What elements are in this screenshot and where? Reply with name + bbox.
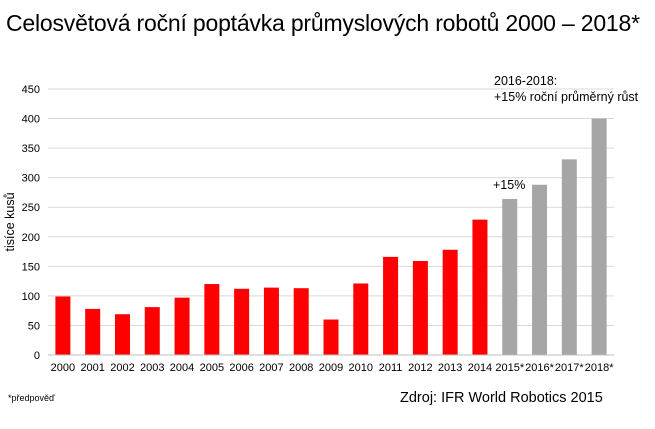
bar-2000 [55, 296, 71, 355]
bar-2010 [353, 283, 369, 355]
x-tick-label: 2006 [229, 362, 253, 374]
bar-2015-forecast [502, 198, 518, 355]
bar-2014 [472, 219, 488, 355]
bar-2002 [114, 314, 130, 355]
x-tick-label: 2015* [495, 362, 524, 374]
growth-annotation-line-2: +15% roční průměrný růst [494, 90, 639, 104]
x-tick-label: 2013 [438, 362, 462, 374]
growth-2015-annotation: +15% [493, 178, 526, 192]
bar-2001 [85, 308, 101, 355]
x-tick-label: 2005 [200, 362, 224, 374]
x-tick-label: 2014 [468, 362, 492, 374]
gridlines [48, 88, 614, 326]
bar-2017-forecast [561, 159, 577, 355]
bars [55, 118, 607, 355]
chart-title: Celosvětová roční poptávka průmyslových … [6, 10, 640, 36]
x-tick-label: 2004 [170, 362, 194, 374]
x-tick-label: 2012 [408, 362, 432, 374]
x-tick-label: 2003 [140, 362, 164, 374]
bar-2003 [144, 307, 160, 355]
y-tick-label: 150 [22, 261, 40, 273]
y-tick-label: 200 [22, 232, 40, 244]
bar-2011 [383, 256, 399, 355]
bar-2012 [412, 261, 428, 355]
bar-2013 [442, 249, 458, 355]
bar-2004 [174, 297, 190, 355]
y-tick-label: 400 [22, 114, 40, 126]
x-tick-label: 2011 [379, 362, 403, 374]
y-tick-label: 250 [22, 202, 40, 214]
x-tick-label: 2001 [80, 362, 104, 374]
x-tick-labels: 2000 2001 2002 2003 2004 2005 2006 2007 2008 2009… [51, 362, 615, 374]
y-tick-label: 300 [22, 173, 40, 185]
y-tick-label: 0 [34, 350, 40, 362]
y-axis-label: tisíce kusů [3, 192, 17, 251]
source-credit: Zdroj: IFR World Robotics 2015 [400, 390, 603, 406]
y-tick-label: 50 [28, 320, 40, 332]
x-tick-label: 2000 [51, 362, 75, 374]
x-tick-label: 2007 [259, 362, 283, 374]
x-tick-label: 2018* [585, 362, 614, 374]
y-tick-label: 350 [22, 143, 40, 155]
x-tick-label: 2010 [349, 362, 373, 374]
x-tick-label: 2016* [525, 362, 554, 374]
bar-2016-forecast [532, 184, 548, 355]
x-tick-label: 2008 [289, 362, 313, 374]
bar-2005 [204, 284, 220, 355]
forecast-footnote: *předpověď [8, 393, 55, 403]
x-tick-label: 2002 [110, 362, 134, 374]
bar-2008 [293, 288, 309, 355]
bar-2007 [263, 287, 279, 355]
bar-2018-forecast [591, 118, 607, 355]
x-tick-label: 2009 [319, 362, 343, 374]
bar-2009 [323, 319, 339, 355]
y-tick-label: 100 [22, 291, 40, 303]
y-tick-labels: 0 50 100 150 200 250 300 350 400 450 [22, 84, 40, 362]
x-tick-label: 2017* [555, 362, 584, 374]
growth-annotation: 2016-2018: +15% roční průměrný růst [494, 73, 638, 105]
y-tick-label: 450 [22, 84, 40, 96]
growth-annotation-line-1: 2016-2018: [494, 74, 558, 88]
bar-2006 [234, 288, 250, 355]
